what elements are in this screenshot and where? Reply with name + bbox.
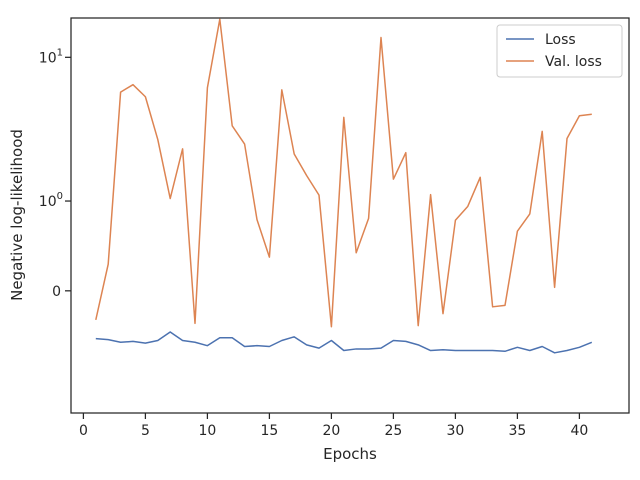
y-tick-label: 100 (39, 191, 63, 210)
x-tick-label: 10 (198, 423, 216, 439)
x-tick-label: 25 (384, 423, 402, 439)
x-tick-label: 40 (570, 423, 588, 439)
y-axis: 0 100 101 (39, 47, 71, 300)
x-axis: 0 5 10 15 20 25 30 35 40 (79, 413, 588, 439)
x-tick-label: 5 (141, 423, 150, 439)
x-tick-label: 30 (446, 423, 464, 439)
series-line-val-loss (95, 18, 592, 328)
series-layer (95, 18, 593, 354)
x-tick-label: 0 (79, 423, 88, 439)
plot-frame (70, 17, 630, 414)
plot-area (70, 17, 630, 414)
series-line-loss (95, 331, 593, 354)
legend: Loss Val. loss (496, 24, 623, 78)
x-tick-label: 20 (322, 423, 340, 439)
x-axis-label: Epochs (323, 445, 377, 463)
x-tick-label: 15 (260, 423, 278, 439)
legend-label-loss: Loss (545, 32, 576, 48)
y-axis-label: Negative log-likelihood (8, 129, 26, 301)
y-tick-label: 0 (52, 284, 61, 300)
x-tick-label: 35 (508, 423, 526, 439)
legend-box (496, 24, 623, 78)
legend-label-val-loss: Val. loss (545, 54, 602, 70)
y-tick-label: 101 (39, 47, 63, 66)
